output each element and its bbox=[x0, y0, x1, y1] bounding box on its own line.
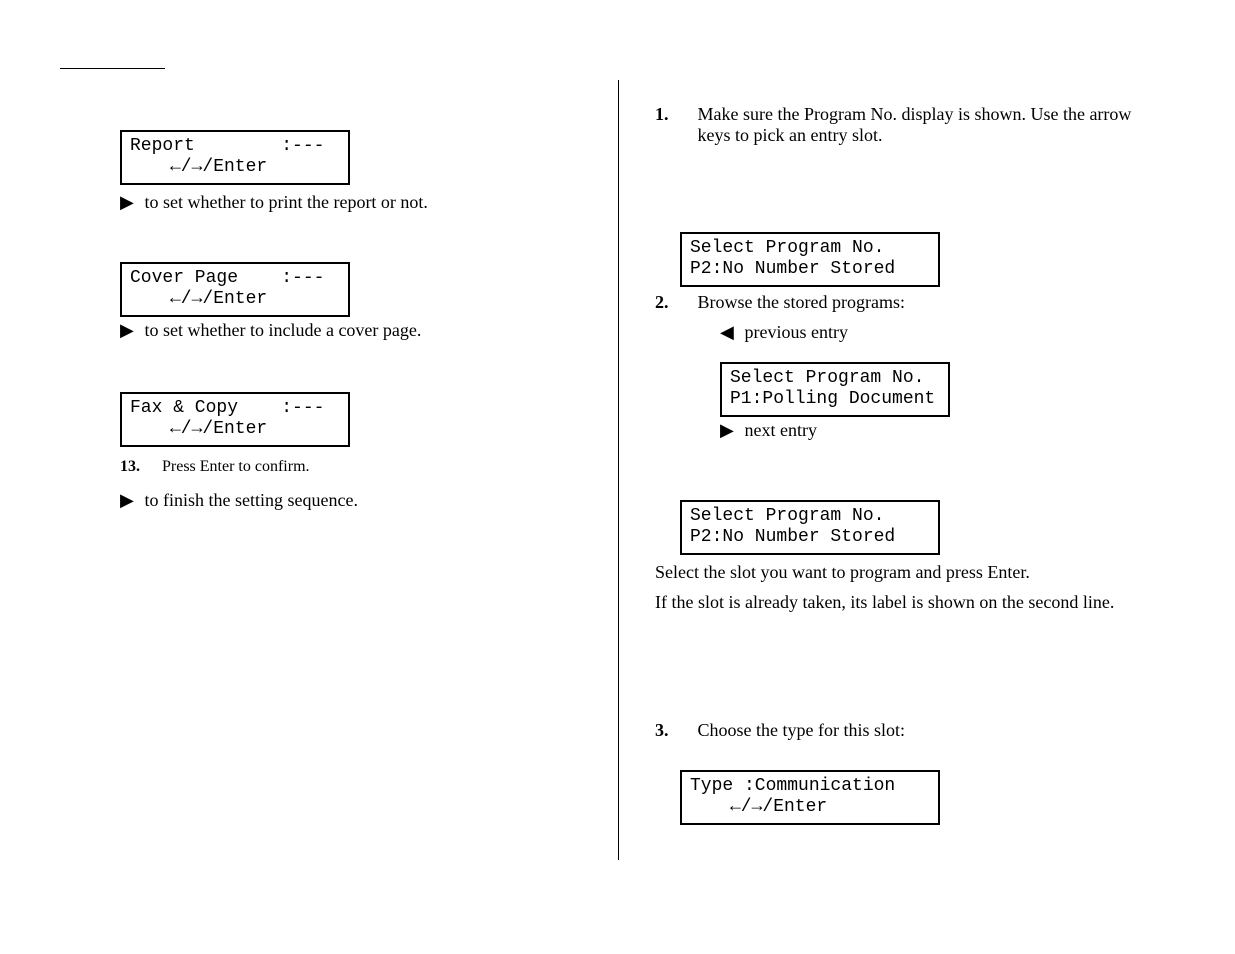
step-text: Browse the stored programs: bbox=[698, 292, 1168, 313]
lcd-line2: P2:No Number Stored bbox=[690, 527, 930, 548]
lcd-line1: Report :--- bbox=[130, 136, 340, 157]
right-step1: 1. Make sure the Program No. display is … bbox=[655, 104, 1175, 146]
lcd-nav: ←/→/Enter bbox=[690, 797, 930, 818]
left-arrow1-text: to set whether to print the report or no… bbox=[145, 192, 428, 212]
step-text: Choose the type for this slot: bbox=[698, 720, 1168, 741]
tri-right-icon: ▶ bbox=[720, 420, 740, 441]
lcd-nav: ←/→/Enter bbox=[130, 419, 340, 440]
lcd-faxcopy: Fax & Copy :--- ←/→/Enter bbox=[120, 392, 350, 447]
right-note1: Select the slot you want to program and … bbox=[655, 560, 1175, 584]
step-number: 1. bbox=[655, 104, 693, 125]
right-notes: Select the slot you want to program and … bbox=[655, 560, 1175, 621]
lcd-line2: P1:Polling Document bbox=[730, 389, 940, 410]
lcd-select-p2-b: Select Program No. P2:No Number Stored bbox=[680, 500, 940, 555]
lcd-type-comm: Type :Communication ←/→/Enter bbox=[680, 770, 940, 825]
left-arrow3-line: ▶ to finish the setting sequence. bbox=[120, 490, 358, 511]
lcd-coverpage: Cover Page :--- ←/→/Enter bbox=[120, 262, 350, 317]
left-step13: 13. Press Enter to confirm. bbox=[120, 458, 590, 476]
lcd-select-p2-a: Select Program No. P2:No Number Stored bbox=[680, 232, 940, 287]
tri-right-icon: ▶ bbox=[120, 490, 140, 511]
lcd-line1: Fax & Copy :--- bbox=[130, 398, 340, 419]
right-note2: If the slot is already taken, its label … bbox=[655, 590, 1175, 614]
tri-left-icon: ◀ bbox=[720, 322, 740, 343]
lcd-line1: Cover Page :--- bbox=[130, 268, 340, 289]
page-number-rule bbox=[60, 68, 165, 69]
page-root: Report :--- ←/→/Enter ▶ to set whether t… bbox=[0, 0, 1235, 954]
right-step3: 3. Choose the type for this slot: bbox=[655, 720, 1175, 741]
step-text: Press Enter to confirm. bbox=[162, 458, 310, 475]
right-arrowL-line: ◀ previous entry bbox=[720, 322, 848, 343]
right-arrowR-text: next entry bbox=[745, 420, 817, 440]
lcd-report: Report :--- ←/→/Enter bbox=[120, 130, 350, 185]
left-arrow1-line: ▶ to set whether to print the report or … bbox=[120, 192, 428, 213]
step-number: 2. bbox=[655, 292, 693, 313]
lcd-line1: Select Program No. bbox=[690, 238, 930, 259]
step-text: Make sure the Program No. display is sho… bbox=[698, 104, 1168, 146]
right-arrowL-text: previous entry bbox=[745, 322, 848, 342]
lcd-line2: P2:No Number Stored bbox=[690, 259, 930, 280]
right-arrowR-line: ▶ next entry bbox=[720, 420, 817, 441]
right-step2: 2. Browse the stored programs: bbox=[655, 292, 1175, 313]
lcd-select-p1: Select Program No. P1:Polling Document bbox=[720, 362, 950, 417]
lcd-line1: Select Program No. bbox=[730, 368, 940, 389]
lcd-nav: ←/→/Enter bbox=[130, 289, 340, 310]
left-arrow2-text: to set whether to include a cover page. bbox=[145, 320, 422, 340]
lcd-nav: ←/→/Enter bbox=[130, 157, 340, 178]
tri-right-icon: ▶ bbox=[120, 320, 140, 341]
left-arrow3-text: to finish the setting sequence. bbox=[145, 490, 358, 510]
lcd-line1: Select Program No. bbox=[690, 506, 930, 527]
left-arrow2-line: ▶ to set whether to include a cover page… bbox=[120, 320, 421, 341]
lcd-line1: Type :Communication bbox=[690, 776, 930, 797]
column-divider bbox=[618, 80, 619, 860]
step-number: 3. bbox=[655, 720, 693, 741]
tri-right-icon: ▶ bbox=[120, 192, 140, 213]
step-number: 13. bbox=[120, 458, 158, 476]
